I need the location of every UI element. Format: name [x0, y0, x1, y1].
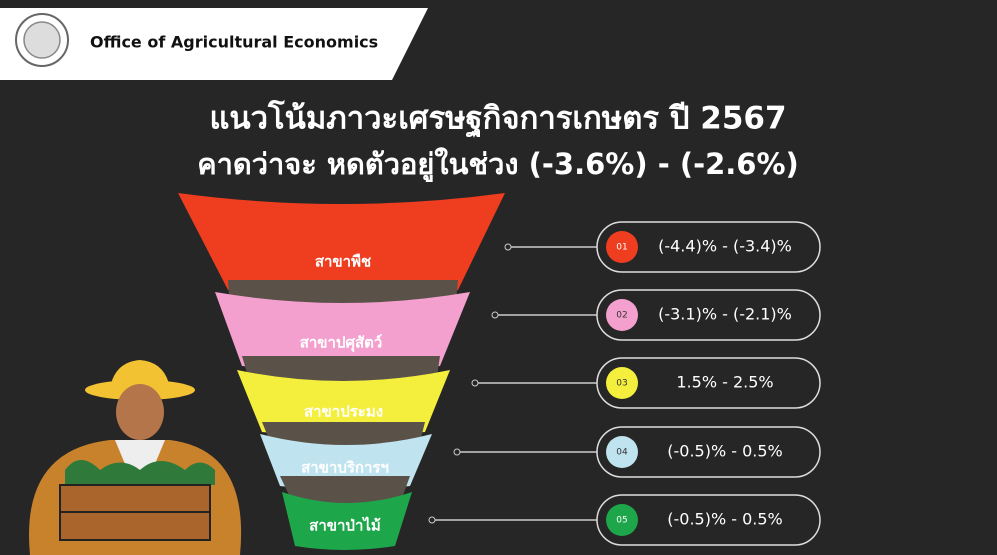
connector-dot	[453, 448, 461, 456]
connector-dot	[491, 311, 499, 319]
vegetables	[65, 460, 215, 485]
funnel-segment	[282, 492, 412, 550]
range-text: 1.5% - 2.5%	[676, 373, 773, 392]
connector-dot	[428, 516, 436, 524]
segment-label: สาขาปศุสัตว์	[300, 334, 383, 353]
number-badge	[606, 231, 638, 263]
range-text: (-4.4)% - (-3.4)%	[658, 237, 792, 256]
range-list: 01 (-4.4)% - (-3.4)% 02 (-3.1)% - (-2.1)% 03…	[428, 221, 821, 546]
number-badge	[606, 504, 638, 536]
number-label: 04	[616, 448, 628, 458]
funnel: สาขาพืชสาขาปศุสัตว์สาขาประมงสาขาบริการฯส…	[178, 193, 505, 550]
range-pill	[596, 357, 821, 409]
number-label: 02	[616, 311, 627, 321]
farmer	[29, 360, 242, 555]
hat-top	[110, 360, 170, 388]
connector-dot	[504, 243, 512, 251]
range-text: (-0.5)% - 0.5%	[667, 442, 783, 461]
logo-inner	[23, 21, 61, 59]
segment-label: สาขาประมง	[304, 403, 383, 421]
number-badge	[606, 436, 638, 468]
title-line1: แนวโน้มภาวะเศรษฐกิจการเกษตร ปี 2567	[209, 100, 786, 139]
segment-label: สาขาบริการฯ	[301, 459, 389, 477]
farmer-face	[116, 384, 164, 440]
funnel-segment	[215, 292, 470, 370]
number-badge	[606, 299, 638, 331]
range-pill	[596, 426, 821, 478]
funnel-segment	[237, 370, 450, 436]
range-text: (-3.1)% - (-2.1)%	[658, 305, 792, 324]
org-name: Office of Agricultural Economics	[90, 33, 378, 52]
connector-dot	[471, 379, 479, 387]
number-label: 03	[616, 379, 627, 389]
segment-label: สาขาป่าไม้	[309, 516, 381, 535]
header-band	[0, 8, 428, 80]
number-badge	[606, 367, 638, 399]
range-text: (-0.5)% - 0.5%	[667, 510, 783, 529]
funnel-segment	[178, 193, 505, 294]
range-pill	[596, 289, 821, 341]
segment-label: สาขาพืช	[315, 253, 371, 271]
title-line2: คาดว่าจะ หดตัวอยู่ในช่วง (-3.6%) - (-2.6…	[197, 147, 799, 182]
range-pill	[596, 494, 821, 546]
number-label: 05	[616, 516, 627, 526]
number-label: 01	[616, 243, 627, 253]
range-pill	[596, 221, 821, 273]
